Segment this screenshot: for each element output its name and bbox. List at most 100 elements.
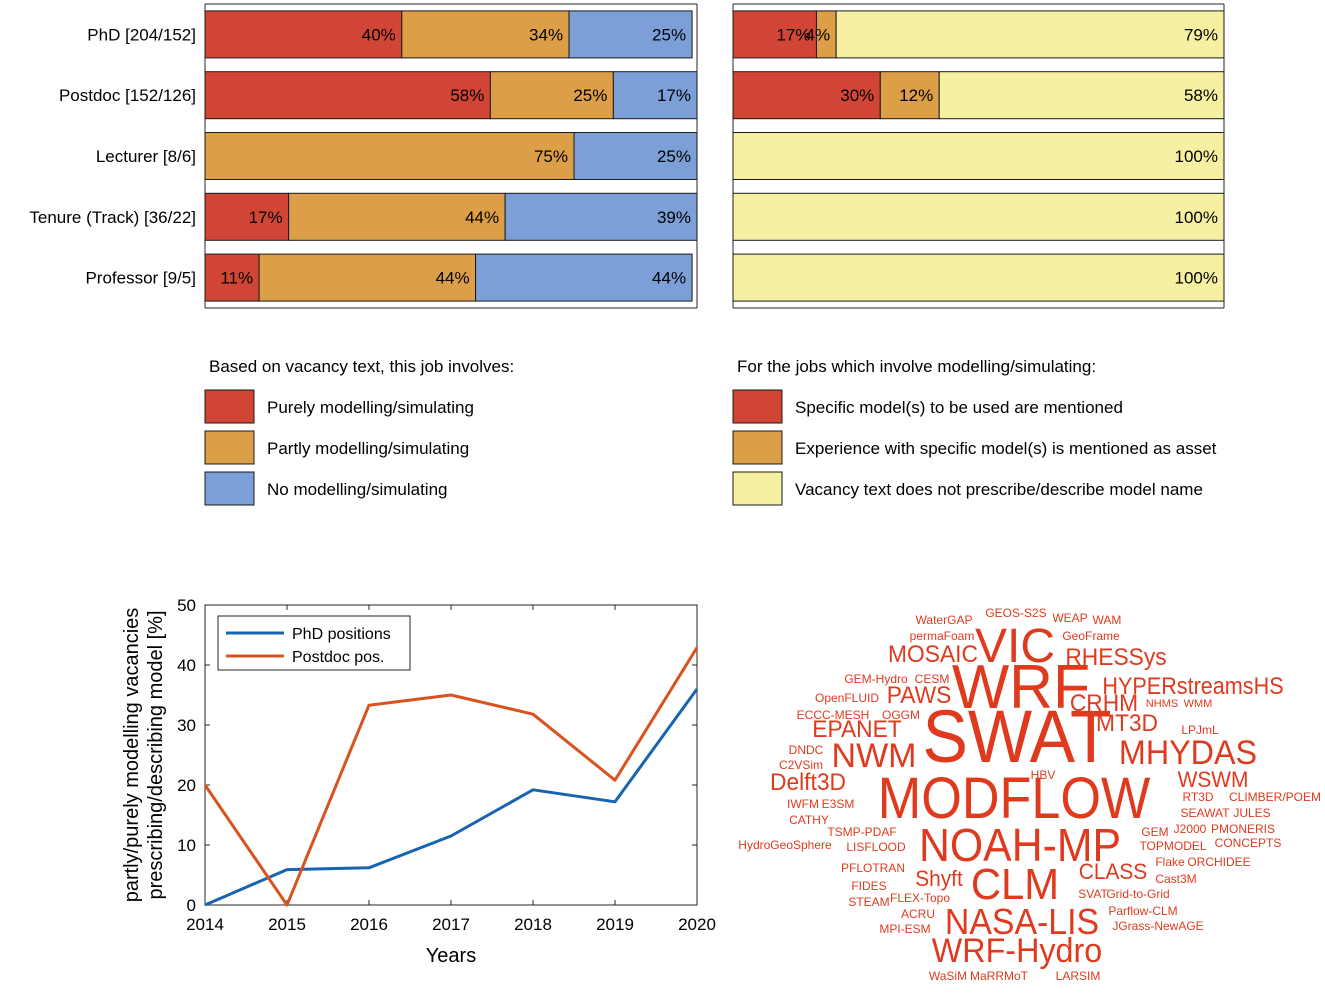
cloud-word: RT3D: [1182, 790, 1213, 804]
cloud-word: OGGM: [882, 708, 920, 722]
bar-segment: [879, 71, 940, 120]
bar-segment: [732, 192, 1225, 241]
job-modelling-share-chart: PhD [204/152] 40% 34% 25% Postdoc [152/126] 5…: [29, 3, 698, 309]
cloud-word: Parflow-CLM: [1108, 904, 1177, 918]
bar-data-label: 17%: [249, 208, 283, 227]
bar-segment: [288, 192, 506, 241]
legend-entry: Specific model(s) to be used are mention…: [795, 398, 1123, 417]
cloud-word: PFLOTRAN: [841, 861, 905, 875]
bar-segment: [489, 71, 614, 120]
series-line: [204, 688, 699, 907]
x-tick-label: 2020: [678, 915, 716, 934]
cloud-word: LPJmL: [1181, 723, 1219, 737]
cloud-word: VIC: [975, 620, 1055, 673]
cloud-word: C2VSim: [779, 758, 823, 772]
cloud-word: MT3D: [1096, 709, 1158, 736]
y-axis-label: partly/purely modelling vacancies prescri…: [121, 608, 167, 903]
bar-data-label: 39%: [657, 208, 691, 227]
cloud-word: SVAT: [1078, 887, 1108, 901]
cloud-word: FIDES: [851, 879, 886, 893]
cloud-word: WEAP: [1052, 611, 1087, 625]
cloud-word: CATHY: [789, 813, 829, 827]
y-tick-label: 20: [177, 776, 196, 795]
cloud-word: TOPMODEL: [1139, 839, 1206, 853]
cloud-word: WAM: [1093, 613, 1122, 627]
legend-swatch: [732, 389, 783, 424]
cloud-word: EPANET: [812, 715, 901, 742]
bar-data-label: 11%: [220, 269, 253, 288]
cloud-word: E3SM: [822, 797, 855, 811]
bar-data-label: 44%: [465, 208, 499, 227]
model-prescription-trend-chart: 2014 2015 2016 2017 2018 2019 2020 0 10 20 30 40 50 Y…: [121, 596, 716, 967]
bar-data-label: 34%: [529, 25, 563, 44]
x-tick-label: 2017: [432, 915, 470, 934]
bar-segment: [612, 71, 698, 120]
bar-segment: [504, 192, 698, 241]
legend-entry: Partly modelling/simulating: [267, 439, 469, 458]
bar-segment: [204, 10, 403, 59]
model-prescription-share-chart: 17%4% 79% 30% 12% 58% 100% 100% 100%: [732, 3, 1225, 309]
bar-data-label: 44%: [652, 269, 686, 288]
cloud-word: SWAT: [922, 696, 1111, 778]
bar-data-label: 100%: [1175, 147, 1218, 166]
cloud-word: Shyft: [915, 867, 963, 892]
bar-segment: [938, 71, 1225, 120]
bar-data-label: 75%: [534, 147, 568, 166]
bar-segment: [573, 132, 698, 180]
cloud-word: GeoFrame: [1062, 629, 1120, 643]
cloud-word: GEM-Hydro: [844, 672, 908, 686]
category-label: Postdoc [152/126]: [59, 86, 196, 105]
cloud-word: GEM: [1141, 825, 1168, 839]
cloud-word: MODFLOW: [878, 765, 1150, 830]
y-tick-label: 10: [177, 836, 196, 855]
cloud-word: ORCHIDEE: [1187, 855, 1250, 869]
prescription-legend: For the jobs which involve modelling/sim…: [732, 357, 1217, 506]
bar-segment: [258, 253, 477, 302]
cloud-word: LARSIM: [1056, 969, 1101, 983]
cloud-word: HYPERstreamsHS: [1102, 672, 1283, 699]
legend-swatch: [204, 471, 255, 506]
cloud-word: CONCEPTS: [1215, 836, 1282, 850]
y-axis-label-line2: prescribing/describing model [%]: [145, 610, 167, 899]
bar-data-label: 4%: [806, 25, 831, 44]
cloud-word: GEOS-S2S: [985, 606, 1046, 620]
cloud-word: MHYDAS: [1119, 734, 1257, 772]
category-label: Tenure (Track) [36/22]: [29, 208, 196, 227]
cloud-word: permaFoam: [910, 629, 975, 643]
legend-entry: Experience with specific model(s) is men…: [795, 439, 1217, 458]
cloud-word: WMM: [1184, 698, 1213, 710]
cloud-word: WaterGAP: [916, 613, 973, 627]
bar-segment: [204, 132, 575, 180]
cloud-word: RHESSys: [1065, 643, 1166, 670]
cloud-word: Flake: [1155, 855, 1185, 869]
legend-box: [217, 615, 411, 671]
bar-data-label: 17%: [776, 25, 810, 44]
cloud-word: SEAWAT: [1181, 806, 1231, 820]
bar-segment: [732, 253, 1225, 302]
legend-swatch: [204, 389, 255, 424]
cloud-word: CLASS: [1079, 860, 1147, 885]
y-tick-label: 40: [177, 656, 196, 675]
bar-data-label: 58%: [450, 86, 484, 105]
y-tick-label: 50: [177, 596, 196, 615]
cloud-word: WRF: [952, 652, 1090, 722]
legend-swatch: [732, 430, 783, 465]
bar-segment: [732, 10, 817, 59]
x-tick-label: 2016: [350, 915, 388, 934]
legend-entry: Vacancy text does not prescribe/describe…: [795, 480, 1203, 499]
bar-segment: [835, 10, 1225, 59]
cloud-word: JULES: [1233, 806, 1270, 820]
bar-data-label: 25%: [657, 147, 691, 166]
cloud-word: NASA-LIS: [945, 902, 1099, 942]
bar-data-label: 58%: [1184, 86, 1218, 105]
cloud-word: CLIMBER/POEM: [1229, 790, 1321, 804]
bar-data-label: 100%: [1175, 269, 1218, 288]
cloud-word: NWM: [832, 737, 917, 775]
modelling-legend: Based on vacancy text, this job involves…: [204, 357, 514, 506]
cloud-word: J2000: [1174, 822, 1207, 836]
bar-data-label: 30%: [840, 86, 874, 105]
bar-data-label: 40%: [362, 25, 396, 44]
cloud-word: OpenFLUID: [815, 691, 879, 705]
